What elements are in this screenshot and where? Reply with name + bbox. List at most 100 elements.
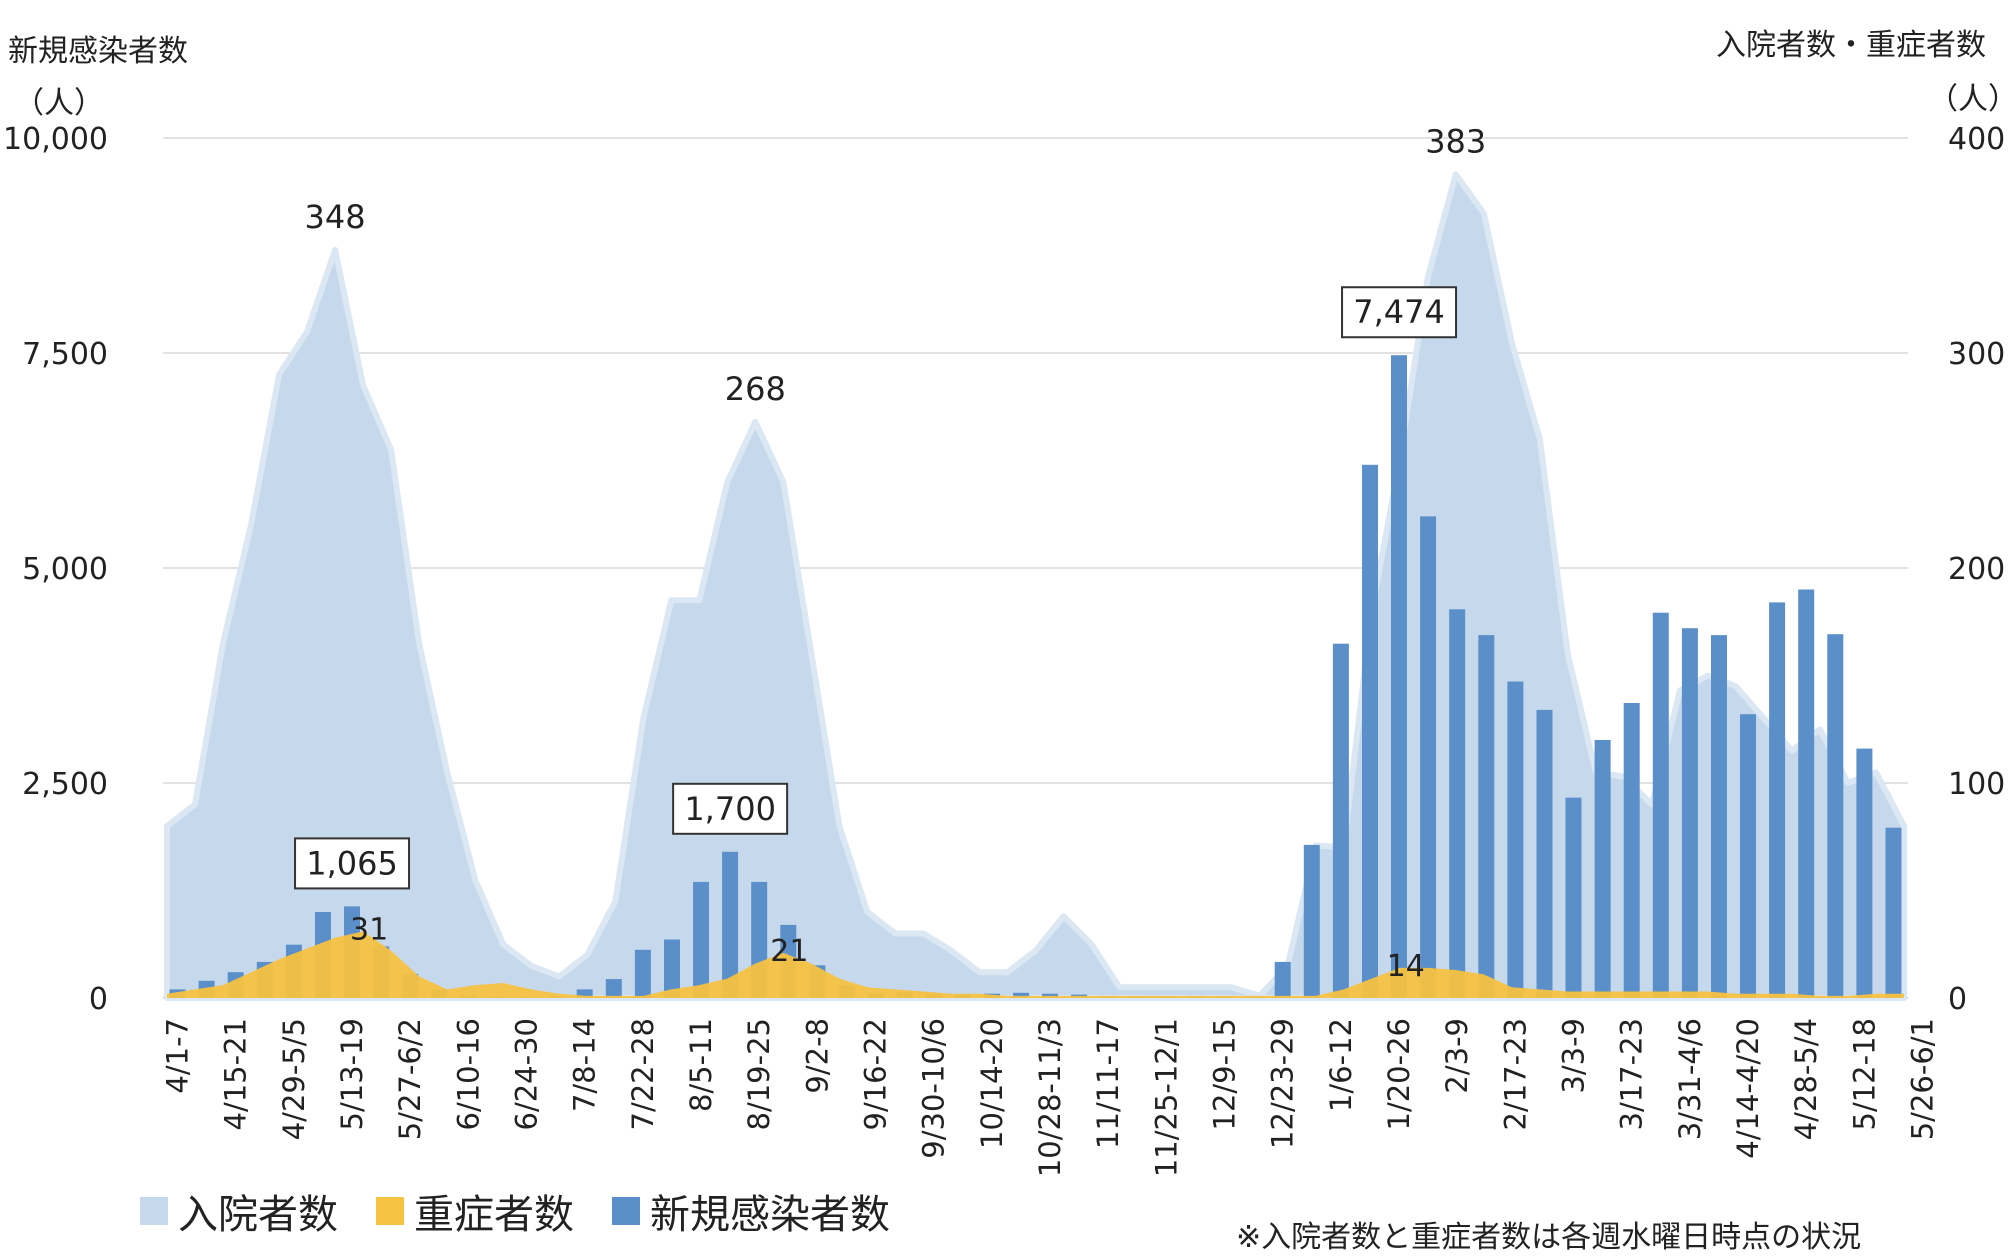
legend-item-new-cases: 新規感染者数	[612, 1182, 890, 1240]
new-cases-bar	[634, 949, 651, 998]
x-tick-label: 4/1-7	[161, 1018, 195, 1094]
new-cases-bar	[1565, 797, 1582, 998]
hospitalized-area-layer	[164, 171, 1907, 1001]
legend-label-hospitalized: 入院者数	[178, 1192, 338, 1238]
x-tick-label: 3/3-9	[1557, 1018, 1591, 1094]
new-cases-bar	[1536, 709, 1553, 998]
new-cases-bar	[1362, 464, 1378, 998]
x-tick-label: 5/27-6/2	[393, 1018, 427, 1140]
new-cases-bar	[1391, 355, 1407, 998]
x-tick-label: 4/15-21	[219, 1018, 253, 1131]
right-tick-label: 200	[1948, 552, 2005, 587]
new-cases-bar	[1711, 635, 1727, 998]
new-cases-peak-label: 1,700	[684, 790, 776, 828]
new-cases-bar	[1042, 993, 1058, 998]
x-tick-label: 1/20-26	[1382, 1018, 1416, 1131]
x-tick-label: 7/8-14	[568, 1018, 602, 1112]
severe-peak-label: 14	[1387, 949, 1425, 984]
new-cases-peak-label: 7,474	[1353, 293, 1445, 331]
x-tick-label: 2/17-23	[1498, 1018, 1532, 1131]
left-tick-label: 7,500	[22, 337, 108, 372]
new-cases-peak-box	[1341, 286, 1458, 339]
severe-peak-label: 31	[350, 912, 388, 947]
x-tick-label: 4/28-5/4	[1789, 1018, 1823, 1140]
new-cases-bar	[1856, 748, 1873, 998]
x-tick-label: 5/12-18	[1847, 1018, 1881, 1131]
x-tick-label: 4/29-5/5	[277, 1018, 311, 1140]
x-tick-label: 11/25-12/1	[1149, 1018, 1183, 1177]
legend: 入院者数 重症者数 新規感染者数	[140, 1182, 928, 1240]
new-cases-bar	[1798, 589, 1815, 998]
new-cases-bar	[576, 989, 593, 998]
x-tick-label: 8/5-11	[684, 1018, 718, 1112]
x-tick-label: 7/22-28	[626, 1018, 660, 1131]
new-cases-bar	[1652, 612, 1669, 998]
x-tick-label: 6/24-30	[510, 1018, 544, 1131]
left-tick-label: 2,500	[22, 767, 108, 802]
new-cases-bar	[1013, 992, 1029, 998]
right-axis-title: 入院者数・重症者数	[1716, 28, 1986, 63]
new-cases-peak-box	[294, 837, 411, 890]
x-tick-label: 5/26-6/1	[1906, 1018, 1940, 1140]
x-tick-label: 9/2-8	[800, 1018, 834, 1094]
right-tick-label: 100	[1948, 767, 2005, 802]
legend-swatch-new-cases	[612, 1197, 640, 1225]
severe-peak-label: 21	[770, 934, 808, 969]
x-tick-label: 3/17-23	[1615, 1018, 1649, 1131]
x-tick-label: 12/23-29	[1266, 1018, 1300, 1149]
x-tick-label: 10/28-11/3	[1033, 1018, 1067, 1177]
right-tick-label: 400	[1948, 122, 2005, 157]
left-tick-label: 0	[89, 982, 108, 1017]
left-tick-label: 5,000	[22, 552, 108, 587]
x-tick-label: 8/19-25	[742, 1018, 776, 1131]
left-tick-label: 10,000	[3, 122, 108, 157]
left-axis-unit: （人）	[14, 86, 104, 121]
hospitalized-peak-label: 383	[1425, 123, 1486, 161]
x-tick-label: 11/11-17	[1091, 1018, 1125, 1149]
axes-layer: 0 2,500 5,000 7,500 10,000 0 100 200 300 400 4/1-7…	[3, 122, 2005, 1177]
footnote: ※入院者数と重症者数は各週水曜日時点の状況	[1236, 1220, 1862, 1255]
new-cases-bar	[1303, 844, 1320, 998]
x-tick-label: 6/10-16	[451, 1018, 485, 1131]
hospitalized-area	[164, 171, 1907, 1001]
new-cases-bar	[1332, 643, 1349, 998]
legend-item-hospitalized: 入院者数	[140, 1182, 338, 1240]
legend-item-severe: 重症者数	[376, 1182, 574, 1240]
severe-area	[167, 931, 1904, 998]
new-cases-bar	[664, 939, 680, 998]
x-tick-label: 1/6-12	[1324, 1018, 1358, 1112]
new-cases-bar	[722, 851, 739, 998]
new-cases-bar	[605, 979, 622, 998]
x-tick-label: 4/14-4/20	[1731, 1018, 1765, 1159]
hospitalized-peak-label: 268	[725, 370, 786, 408]
new-cases-bar	[1594, 740, 1611, 998]
x-tick-label: 5/13-19	[335, 1018, 369, 1131]
new-cases-bar	[1420, 516, 1437, 998]
right-tick-label: 0	[1948, 982, 1967, 1017]
new-cases-bar	[1507, 681, 1524, 998]
new-cases-bar	[1885, 827, 1902, 998]
new-cases-bar	[1740, 714, 1756, 998]
new-cases-bar	[1681, 628, 1698, 998]
new-cases-peak-box	[672, 782, 789, 835]
legend-swatch-severe	[376, 1197, 404, 1225]
hospitalized-peak-label: 348	[305, 198, 366, 236]
x-tick-label: 3/31-4/6	[1673, 1018, 1707, 1140]
x-tick-label: 10/14-20	[975, 1018, 1009, 1149]
legend-label-severe: 重症者数	[414, 1192, 574, 1238]
severe-area-layer	[167, 931, 1904, 998]
new-cases-bar	[1623, 703, 1640, 998]
right-tick-label: 300	[1948, 337, 2005, 372]
new-cases-bar	[1449, 609, 1466, 998]
new-cases-peak-label: 1,065	[306, 844, 398, 882]
x-tick-label: 9/16-22	[859, 1018, 893, 1131]
x-tick-label: 12/9-15	[1208, 1018, 1242, 1131]
new-cases-bar	[1827, 634, 1844, 998]
legend-swatch-hospitalized	[140, 1197, 168, 1225]
new-cases-bar	[1478, 635, 1495, 998]
annotations-layer: 348 268 383 1,065 1,700 7,474 31 21 14	[294, 123, 1486, 984]
x-tick-label: 9/30-10/6	[917, 1018, 951, 1159]
new-cases-bar	[693, 881, 709, 998]
legend-label-new-cases: 新規感染者数	[650, 1192, 890, 1238]
